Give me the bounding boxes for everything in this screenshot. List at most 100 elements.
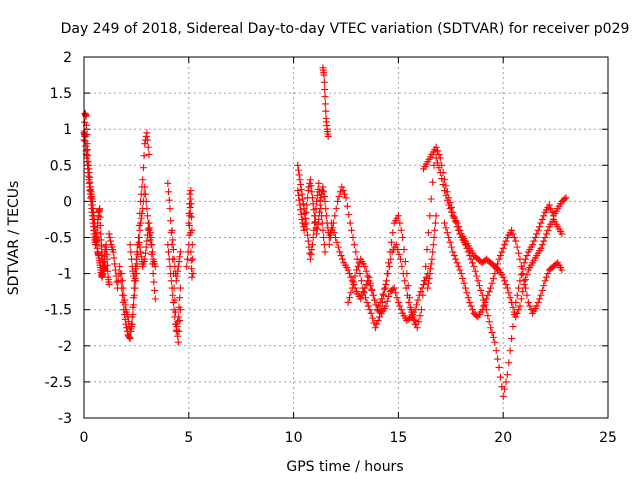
data-point: [136, 226, 144, 234]
data-point: [492, 265, 500, 273]
data-point: [431, 219, 439, 227]
data-point: [300, 205, 308, 213]
data-point: [478, 306, 486, 314]
data-point: [533, 230, 541, 238]
data-point: [96, 221, 104, 229]
data-point: [389, 229, 397, 237]
data-point: [473, 272, 481, 280]
data-point: [520, 277, 528, 285]
data-point: [365, 277, 373, 285]
data-point: [325, 241, 333, 249]
data-point: [376, 298, 384, 306]
data-point: [537, 291, 545, 299]
data-point: [319, 226, 327, 234]
data-point: [410, 317, 418, 325]
data-point: [417, 288, 425, 296]
data-point: [397, 306, 405, 314]
data-point: [127, 248, 135, 256]
data-point: [320, 188, 328, 196]
data-point: [513, 243, 521, 251]
y-tick-label: 1.5: [50, 86, 72, 102]
data-point: [488, 279, 496, 287]
data-point: [347, 289, 355, 297]
data-point: [176, 294, 184, 302]
data-point: [330, 229, 338, 237]
data-point: [121, 296, 129, 304]
data-point: [125, 333, 133, 341]
data-point: [106, 234, 114, 241]
data-point: [439, 181, 447, 189]
data-point: [489, 274, 497, 282]
data-point: [394, 298, 402, 306]
data-point: [503, 284, 511, 292]
data-point: [316, 201, 324, 209]
data-point: [142, 243, 150, 251]
data-point: [131, 270, 139, 278]
data-point: [151, 286, 159, 294]
x-tick-label: 25: [599, 430, 617, 446]
data-point: [376, 313, 384, 321]
data-point: [343, 202, 351, 210]
data-point: [321, 100, 329, 108]
data-point: [185, 219, 193, 227]
data-point: [164, 179, 172, 187]
data-point: [321, 197, 329, 205]
data-point: [484, 312, 492, 320]
data-point: [450, 252, 458, 260]
data-point: [427, 260, 435, 268]
data-point: [434, 159, 442, 167]
data-point: [187, 248, 195, 256]
data-point: [364, 272, 372, 280]
data-point: [369, 291, 377, 299]
data-point: [480, 302, 488, 310]
data-point: [130, 301, 138, 309]
data-point: [344, 266, 352, 274]
data-point: [526, 302, 534, 310]
data-point: [168, 226, 176, 234]
data-point: [373, 320, 381, 328]
data-point: [338, 183, 346, 191]
data-point: [534, 226, 542, 234]
data-point: [354, 262, 362, 270]
data-point: [188, 273, 196, 281]
data-point: [345, 211, 353, 219]
data-point: [499, 392, 507, 400]
data-point: [138, 209, 146, 217]
x-tick-label: 5: [184, 430, 193, 446]
x-tick-label: 15: [389, 430, 407, 446]
data-point: [361, 284, 369, 292]
data-point: [107, 237, 115, 245]
data-point: [351, 272, 359, 280]
data-point: [492, 347, 500, 355]
data-point: [382, 302, 390, 310]
data-point: [113, 278, 121, 286]
data-point: [124, 313, 132, 321]
data-point: [499, 273, 507, 281]
data-point: [523, 291, 531, 299]
data-point: [429, 178, 437, 186]
data-point: [362, 267, 370, 275]
data-point: [174, 332, 182, 340]
data-point: [438, 175, 446, 183]
data-point: [306, 255, 314, 263]
data-point: [96, 205, 104, 213]
data-point: [144, 225, 152, 233]
data-point: [516, 255, 524, 263]
data-point: [142, 197, 150, 205]
data-point: [540, 237, 548, 245]
data-point: [464, 294, 472, 302]
data-point: [318, 187, 326, 195]
data-point: [429, 241, 437, 249]
data-point: [189, 255, 197, 263]
data-point: [312, 224, 320, 232]
data-point: [503, 371, 511, 379]
data-point: [140, 152, 148, 160]
data-point: [116, 262, 124, 270]
data-point: [435, 150, 443, 158]
data-point: [149, 270, 157, 278]
data-point: [487, 324, 495, 332]
data-point: [188, 213, 196, 221]
data-point: [298, 215, 306, 223]
data-point: [432, 143, 440, 151]
data-point: [425, 274, 433, 282]
